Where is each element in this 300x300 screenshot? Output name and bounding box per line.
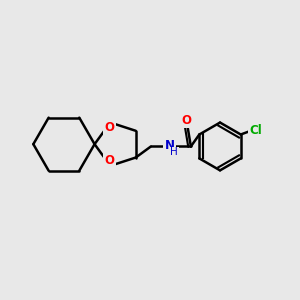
Text: O: O <box>104 121 114 134</box>
Text: H: H <box>170 147 178 157</box>
Text: O: O <box>104 154 114 167</box>
Text: O: O <box>104 154 114 167</box>
Text: O: O <box>104 121 114 134</box>
Text: O: O <box>182 114 192 127</box>
Text: N: N <box>165 139 175 152</box>
Text: Cl: Cl <box>250 124 262 137</box>
